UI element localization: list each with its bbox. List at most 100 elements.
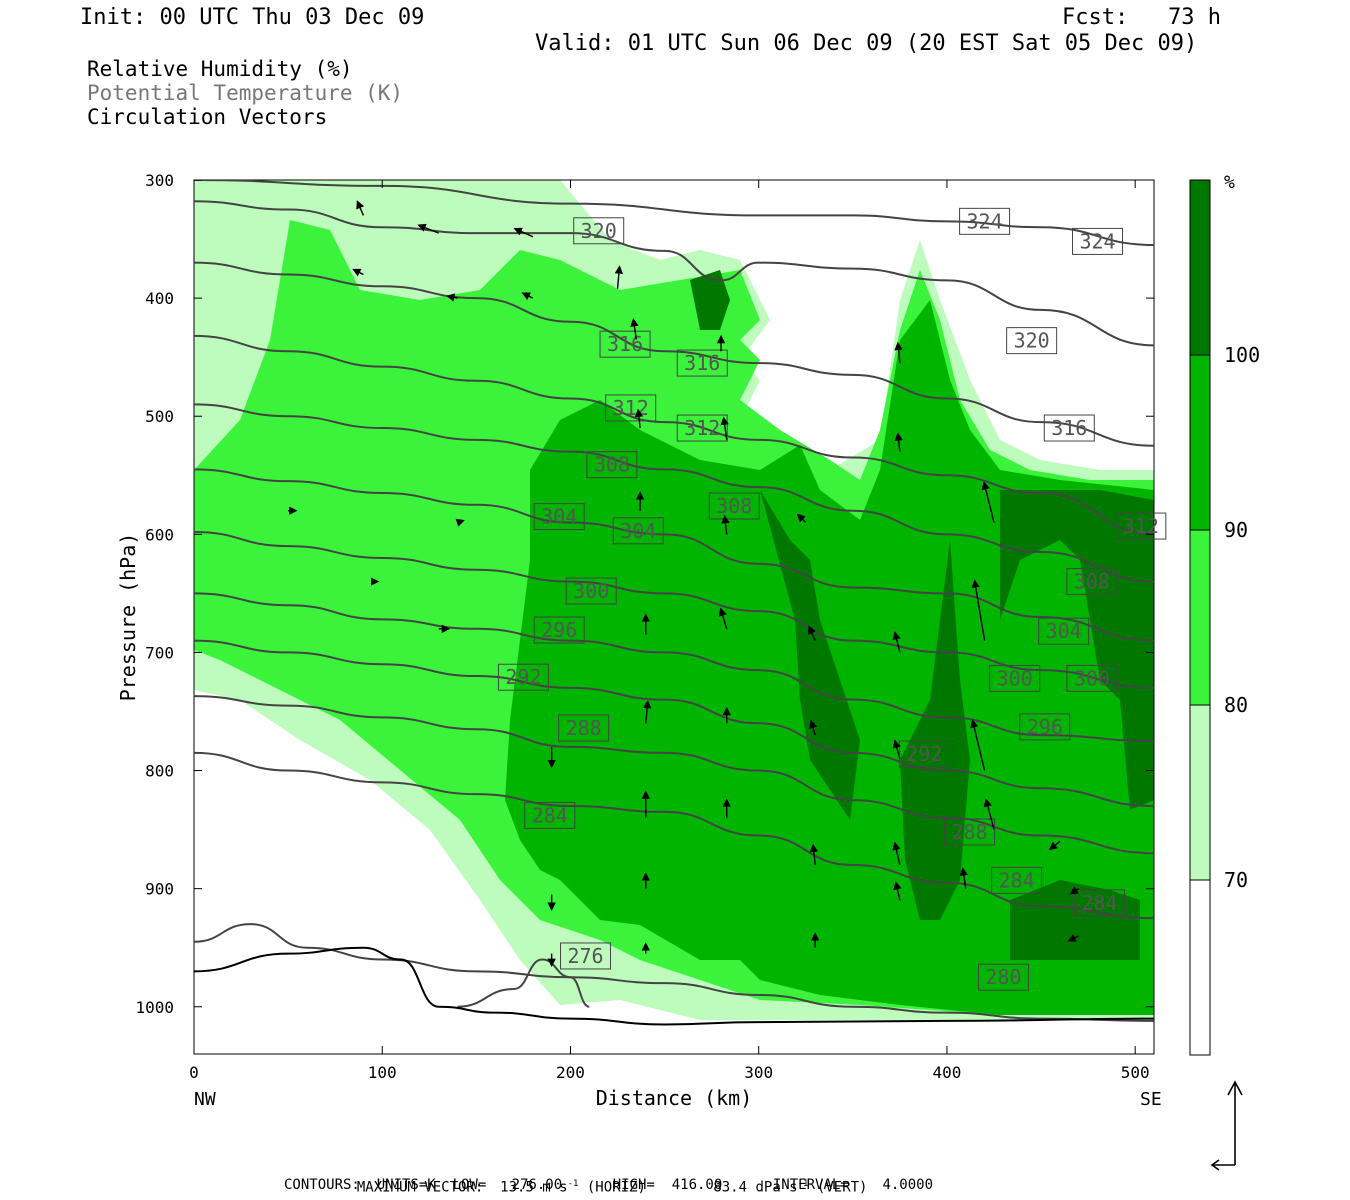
isentrope-label-324: 324 (1072, 227, 1124, 255)
isentrope-label-284: 284 (524, 801, 576, 829)
isentrope-label-296: 296 (533, 616, 585, 644)
vector-arrow (808, 625, 816, 641)
isentrope-label-320: 320 (573, 217, 625, 245)
svg-text:296: 296 (1027, 715, 1063, 739)
vector-arrow (983, 798, 995, 830)
isentrope-312 (194, 334, 1154, 536)
y-tick-label: 1000 (135, 998, 174, 1017)
colorbar-bin (1189, 354, 1211, 531)
vector-arrow (513, 227, 534, 238)
svg-text:296: 296 (541, 618, 577, 642)
isentrope-label-304: 304 (612, 517, 664, 545)
x-tick-label: 0 (189, 1063, 199, 1082)
rh-100-region-d (1010, 880, 1140, 960)
footer-contours: CONTOURS: UNITS=K LOW= 276.00 HIGH= 416.… (284, 1177, 934, 1193)
vector-arrow (721, 514, 730, 535)
vector-arrow (352, 268, 364, 277)
y-tick-label: 900 (145, 880, 174, 899)
isentrope-labels: 324 324 320 320 316 316 316 312 312 312 308 308 308 3… (497, 207, 1167, 991)
surface-pressure-line (194, 946, 1154, 1026)
x-axis-label: Distance (km) (596, 1086, 753, 1110)
max-vector-vert-tail: (VERT) (816, 1179, 868, 1196)
x-tick-label: 300 (744, 1063, 773, 1082)
svg-text:292: 292 (505, 665, 541, 689)
legend-rh: Relative Humidity (%) (87, 57, 353, 81)
rh-100-region-c (1000, 490, 1154, 810)
isentrope-label-280: 280 (977, 963, 1029, 991)
svg-text:304: 304 (1046, 619, 1082, 643)
rh-100-region-a (760, 490, 860, 820)
reference-vector (1210, 1080, 1243, 1171)
vector-arrow (614, 265, 624, 289)
isentrope-label-300: 300 (1066, 664, 1118, 692)
isentrope-label-288: 288 (558, 714, 610, 742)
x-tick-label: 500 (1121, 1063, 1150, 1082)
isentrope-300 (194, 530, 1154, 689)
vector-arrow (809, 843, 819, 866)
y-tick-label: 500 (145, 407, 174, 426)
colorbar-bin (1189, 179, 1211, 356)
isentrope-320 (194, 200, 1154, 347)
isentrope-304 (194, 468, 1154, 642)
colorbar: 100 90 80 70 (1189, 179, 1260, 1056)
max-vector-horiz-exp: -1 (567, 1179, 579, 1189)
svg-text:304: 304 (620, 519, 656, 543)
svg-text:288: 288 (951, 820, 987, 844)
rh-100-region-b (900, 540, 970, 920)
colorbar-tick-label: 100 (1224, 343, 1260, 367)
isentrope-292 (194, 639, 1154, 807)
isentrope-label-288: 288 (944, 818, 996, 846)
vector-arrow (959, 867, 968, 889)
vector-arrow (796, 513, 807, 524)
svg-text:300: 300 (1074, 666, 1110, 690)
vector-arrow (892, 841, 901, 866)
svg-text:316: 316 (1051, 416, 1087, 440)
y-tick-label: 400 (145, 289, 174, 308)
isentrope-308 (194, 403, 1154, 583)
svg-text:284: 284 (999, 868, 1035, 892)
isentrope-label-316: 316 (1043, 414, 1095, 442)
y-axis-label: Pressure (hPa) (116, 533, 140, 702)
svg-text:320: 320 (1014, 329, 1050, 353)
svg-text:304: 304 (541, 505, 577, 529)
vector-arrow (1048, 840, 1061, 851)
colorbar-tick-label: 80 (1224, 693, 1248, 717)
max-vector-horiz-tail: (HORIZ) (586, 1179, 646, 1196)
forecast-hour: Fcst: 73 h (1062, 5, 1221, 30)
max-vector-label: MAXIMUM VECTOR: (356, 1179, 484, 1196)
isentrope-label-312: 312 (1115, 512, 1167, 540)
colorbar-tick-label: 90 (1224, 518, 1248, 542)
svg-text:324: 324 (1079, 229, 1115, 253)
svg-text:312: 312 (684, 416, 720, 440)
colorbar-bin (1189, 879, 1211, 1056)
y-axis: 300 400 500 600 700 800 900 1000 (135, 171, 1154, 1017)
svg-text:324: 324 (967, 209, 1003, 233)
isentrope-288 (194, 695, 1154, 855)
isentrope-284 (194, 751, 1154, 920)
vector-arrow (971, 579, 986, 641)
colorbar-unit: % (1224, 172, 1235, 193)
max-vector-horiz: 13.5 m s (500, 1179, 568, 1196)
vector-arrow (630, 318, 639, 340)
svg-text:308: 308 (1074, 570, 1110, 594)
isentrope-label-324: 324 (959, 207, 1011, 235)
isentrope-label-316: 316 (599, 330, 651, 358)
vector-arrow (1067, 934, 1080, 942)
isentrope-label-300: 300 (989, 664, 1041, 692)
vector-arrow (892, 631, 901, 653)
isentrope-label-284: 284 (1073, 889, 1125, 917)
svg-text:284: 284 (532, 803, 568, 827)
isentrope-label-308: 308 (586, 451, 638, 479)
isentrope-label-292: 292 (898, 740, 950, 768)
isentrope-label-308: 308 (1066, 568, 1118, 596)
y-tick-label: 700 (145, 643, 174, 662)
svg-text:308: 308 (716, 494, 752, 518)
rh-100-region-e (690, 270, 730, 330)
isentrope-label-296: 296 (1019, 713, 1071, 741)
y-tick-label: 300 (145, 171, 174, 190)
isentrope-label-320: 320 (1006, 327, 1058, 355)
isentrope-276 (457, 958, 590, 1008)
vector-arrow (894, 341, 903, 364)
isentrope-label-276: 276 (560, 942, 612, 970)
isentrope-label-312: 312 (676, 414, 728, 442)
